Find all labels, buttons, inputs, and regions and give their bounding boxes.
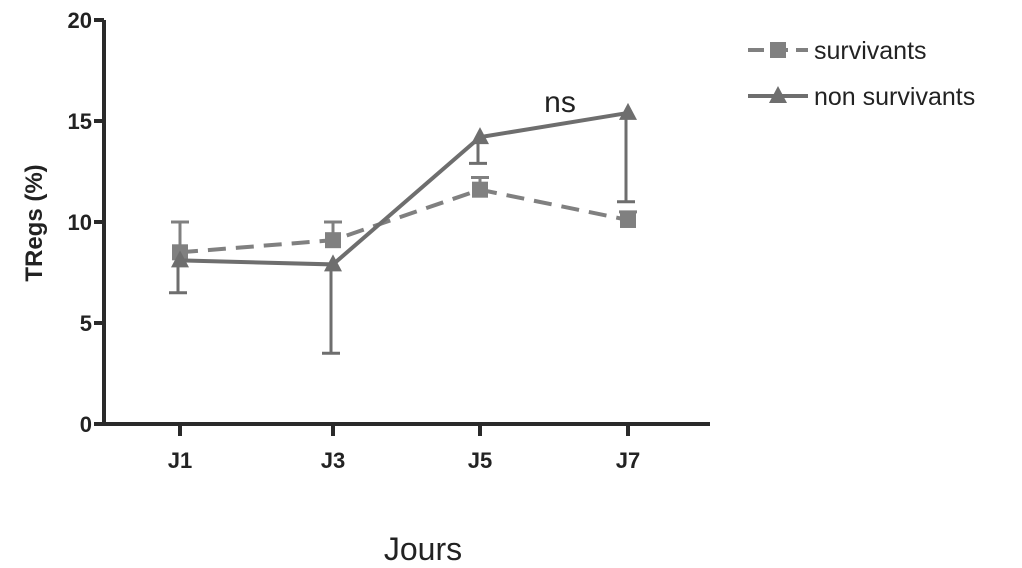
x-tick-label: J7 [616,448,640,473]
data-point [472,181,488,198]
data-point [471,127,489,145]
y-tick-label: 15 [68,109,92,134]
y-tick-label: 20 [68,8,92,33]
y-tick-label: 0 [80,412,92,437]
data-point [171,250,189,268]
data-point [619,102,637,120]
x-tick-label: J3 [321,448,345,473]
x-ticks: J1 J3 J5 J7 [168,424,640,473]
series-line [179,110,629,267]
legend-swatch-marker [769,86,787,103]
series-layer [169,102,637,355]
x-tick-label: J5 [468,448,492,473]
y-ticks: 0 5 10 15 20 [68,8,104,437]
annotation-ns: ns [544,86,576,119]
series-survivants [171,176,637,261]
data-point [324,254,342,272]
y-tick-label: 5 [80,311,92,336]
legend-label: non survivants [814,83,975,111]
legend-swatch-marker [770,42,786,58]
y-tick-label: 10 [68,210,92,235]
legend-label: survivants [814,37,927,65]
x-tick-label: J1 [168,448,192,473]
x-axis-label: Jours [384,531,462,563]
series-non-survivants [169,102,637,355]
legend: survivants non survivants [748,37,975,111]
data-point [620,211,636,228]
legend-item: non survivants [748,83,975,111]
legend-item: survivants [748,37,927,65]
y-axis-label: TRegs (%) [21,164,48,281]
series-line [179,187,629,255]
data-point [325,232,341,249]
